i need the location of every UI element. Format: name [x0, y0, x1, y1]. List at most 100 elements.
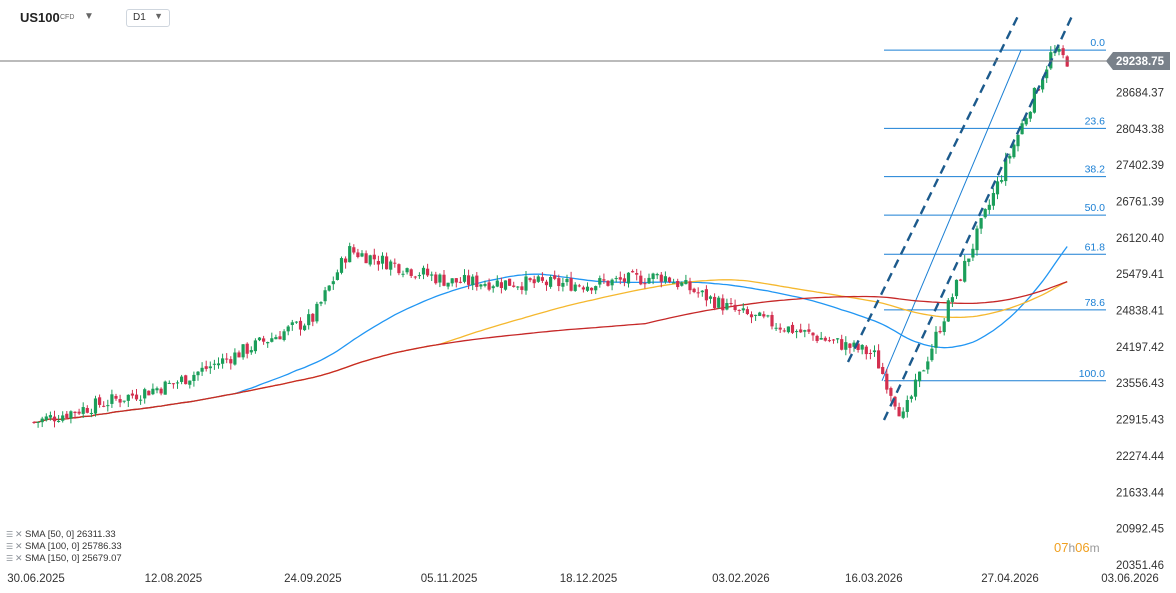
candle-body [758, 312, 762, 316]
candle-body [106, 405, 110, 407]
candle-body [860, 344, 864, 350]
candle-body [577, 285, 581, 287]
candle-body [942, 321, 946, 333]
candle-body [130, 393, 134, 396]
sma-line [33, 246, 1068, 423]
candle-body [696, 292, 700, 294]
candle-body [307, 314, 311, 326]
candle-body [48, 415, 52, 418]
timer-m: m [1089, 541, 1100, 555]
candle-body [774, 327, 778, 329]
candle-body [922, 370, 926, 372]
fib-level-label: 50.0 [1085, 202, 1106, 214]
candle-body [1000, 180, 1004, 182]
candle-body [147, 390, 151, 396]
candle-body [905, 400, 909, 412]
legend-row-sma150[interactable]: ☰ ✕ SMA [150, 0] 25679.07 [6, 552, 166, 564]
candle-body [659, 274, 663, 282]
candle-body [77, 411, 81, 414]
candle-body [737, 309, 741, 311]
candle-body [971, 248, 975, 258]
candle-body [200, 367, 204, 372]
channel-lower-line [882, 15, 1074, 421]
candle-body [331, 281, 335, 285]
candle-body [950, 297, 954, 302]
candle-body [590, 287, 594, 291]
symbol-label[interactable]: US100 [20, 10, 60, 25]
timeframe-select[interactable]: D1 ▼ [126, 9, 170, 27]
close-icon[interactable]: ✕ [15, 541, 23, 551]
candle-body [708, 296, 713, 299]
candle-body [913, 379, 918, 397]
x-tick-label: 24.09.2025 [284, 573, 342, 585]
candle-body [926, 361, 930, 370]
candle-body [581, 287, 585, 290]
x-tick-label: 18.12.2025 [560, 573, 618, 585]
current-price-label: 29238.75 [1116, 56, 1165, 68]
candle-body [827, 340, 831, 342]
candle-body [430, 274, 434, 276]
y-tick-label: 20992.45 [1116, 524, 1164, 536]
candle-body [909, 396, 913, 399]
candle-body [729, 302, 733, 304]
candle-body [819, 337, 823, 340]
legend-label: SMA [100, 0] 25786.33 [25, 541, 122, 552]
candle-body [1061, 48, 1065, 56]
chart-toolbar: US100 CFD ▼ D1 ▼ [0, 0, 1176, 34]
candle-body [36, 421, 40, 423]
candle-body [799, 329, 803, 333]
candle-body [98, 397, 102, 405]
candle-body [257, 337, 262, 341]
legend-row-sma50[interactable]: ☰ ✕ SMA [50, 0] 26311.33 [6, 528, 166, 540]
candle-body [155, 388, 159, 391]
fib-level-label: 61.8 [1085, 241, 1106, 253]
candle-body [614, 278, 618, 280]
candle-body [73, 411, 77, 414]
candle-body [446, 282, 450, 287]
candle-body [229, 359, 233, 364]
candle-body [532, 279, 536, 284]
candle-body [918, 371, 922, 382]
candle-body [811, 332, 815, 336]
candle-body [1008, 155, 1012, 159]
candle-body [967, 258, 971, 262]
candle-body [704, 289, 708, 301]
candle-body [754, 314, 758, 316]
candle-body [52, 416, 57, 422]
legend-row-sma100[interactable]: ☰ ✕ SMA [100, 0] 25786.33 [6, 540, 166, 552]
candle-body [344, 258, 348, 263]
candle-body [434, 274, 438, 284]
candle-body [323, 290, 327, 302]
candle-body [180, 376, 184, 382]
candle-body [741, 308, 745, 311]
legend-label: SMA [150, 0] 25679.07 [25, 553, 122, 564]
candle-body [171, 383, 175, 385]
timer-minutes: 06 [1075, 540, 1090, 555]
candle-body [44, 416, 48, 421]
close-icon[interactable]: ✕ [15, 529, 23, 539]
symbol-tag: CFD [60, 14, 75, 21]
candle-body [40, 418, 44, 423]
candle-body [93, 398, 98, 414]
candle-body [188, 380, 192, 385]
chevron-down-icon[interactable]: ▼ [84, 11, 94, 22]
candle-body [733, 304, 737, 311]
x-tick-label: 27.04.2026 [981, 573, 1039, 585]
candle-body [987, 204, 991, 210]
candle-body [1016, 134, 1020, 147]
candle-body [311, 313, 315, 322]
candle-body [134, 394, 139, 400]
candle-body [831, 339, 836, 341]
candle-body [1012, 144, 1016, 158]
candle-body [262, 338, 266, 342]
candle-body [225, 358, 229, 360]
candle-body [848, 343, 852, 348]
candle-body [631, 271, 635, 273]
candle-body [413, 276, 417, 278]
candle-body [655, 274, 659, 276]
candle-body [721, 298, 725, 311]
candle-body [782, 330, 786, 332]
close-icon[interactable]: ✕ [15, 553, 23, 563]
candle-body [963, 260, 967, 282]
